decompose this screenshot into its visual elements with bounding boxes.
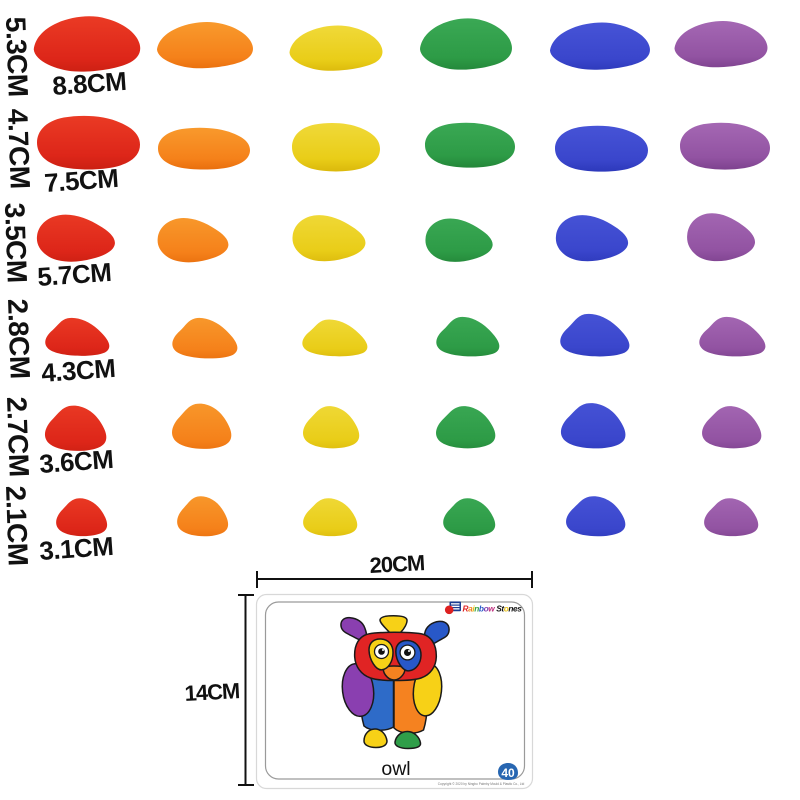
svg-text:7.5CM: 7.5CM: [43, 163, 119, 198]
svg-text:2.8CM: 2.8CM: [2, 298, 36, 379]
svg-text:4.3CM: 4.3CM: [40, 353, 116, 388]
svg-text:2.7CM: 2.7CM: [1, 396, 35, 477]
svg-text:8.8CM: 8.8CM: [51, 66, 127, 101]
svg-text:Rainbow Stones: Rainbow Stones: [463, 604, 523, 614]
svg-text:owl: owl: [381, 758, 410, 780]
svg-text:2.1CM: 2.1CM: [0, 485, 34, 566]
svg-text:5.3CM: 5.3CM: [0, 16, 34, 97]
svg-text:20CM: 20CM: [369, 550, 425, 578]
svg-text:4.7CM: 4.7CM: [2, 108, 36, 189]
svg-text:5.7CM: 5.7CM: [36, 257, 112, 292]
svg-text:14CM: 14CM: [184, 678, 240, 706]
svg-text:40: 40: [501, 766, 515, 780]
svg-text:3.5CM: 3.5CM: [0, 202, 33, 283]
svg-text:3.1CM: 3.1CM: [38, 531, 114, 566]
svg-text:Copyright © 2020 by Ningbo Pal: Copyright © 2020 by Ningbo Palmby Mould …: [438, 782, 525, 786]
svg-text:3.6CM: 3.6CM: [38, 444, 114, 479]
